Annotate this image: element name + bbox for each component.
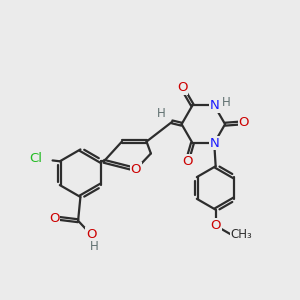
Text: H: H (90, 240, 98, 253)
Text: H: H (157, 107, 165, 120)
Text: N: N (209, 99, 219, 112)
Text: O: O (130, 163, 141, 176)
Text: N: N (209, 136, 219, 149)
Text: O: O (239, 116, 249, 129)
Text: Cl: Cl (29, 152, 42, 166)
Text: CH₃: CH₃ (231, 228, 253, 241)
Text: O: O (210, 219, 221, 232)
Text: H: H (222, 96, 231, 109)
Text: O: O (177, 82, 188, 94)
Text: O: O (86, 228, 96, 241)
Text: O: O (49, 212, 59, 225)
Text: O: O (182, 154, 193, 167)
